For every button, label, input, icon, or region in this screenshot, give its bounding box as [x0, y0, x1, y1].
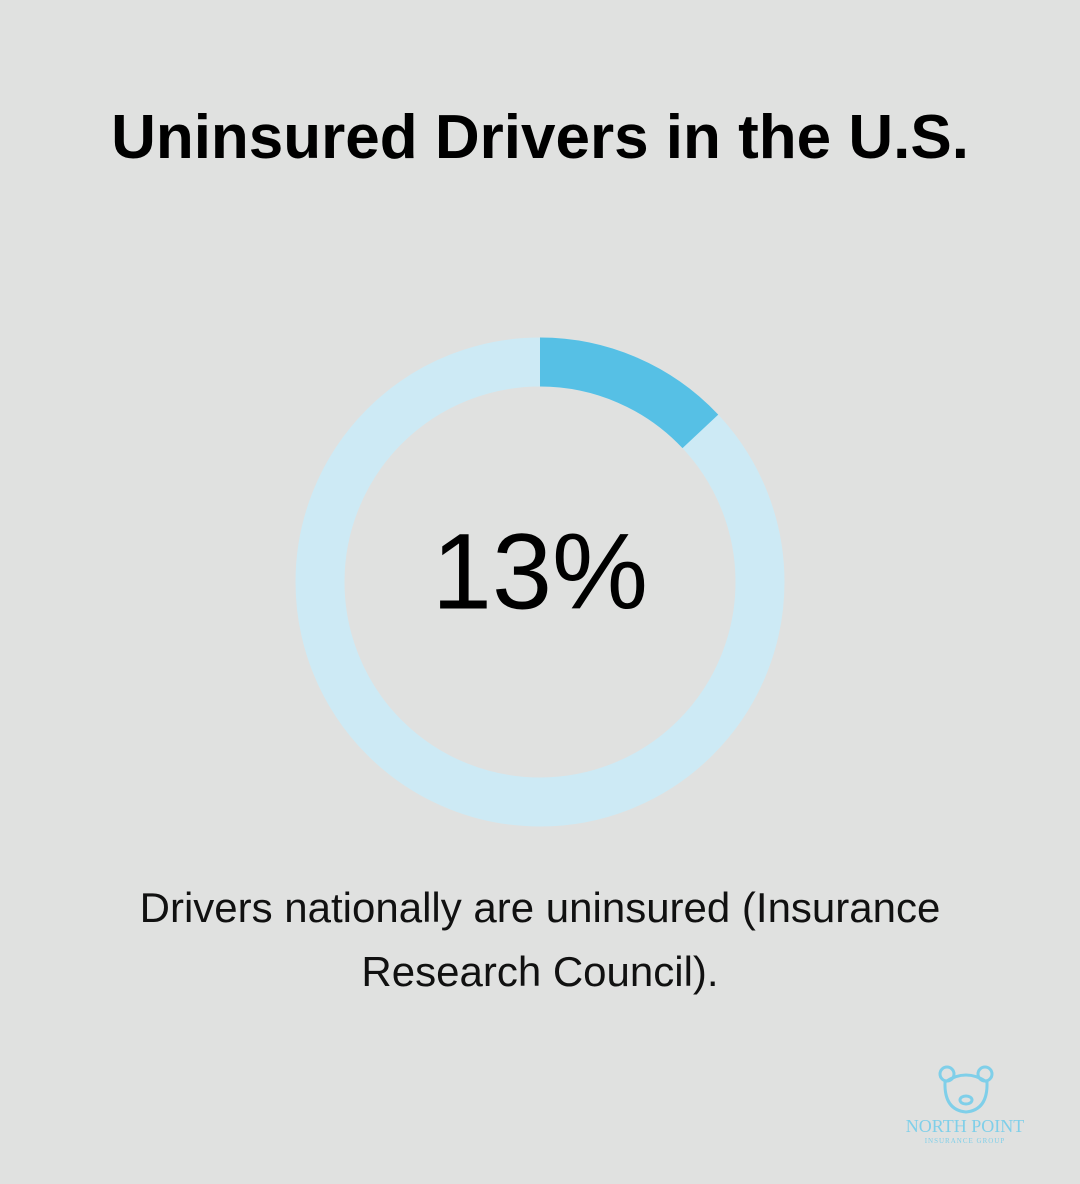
- center-value-label: 13%: [432, 511, 648, 632]
- caption: Drivers nationally are uninsured (Insura…: [139, 884, 941, 995]
- chart-title: Uninsured Drivers in the U.S.: [111, 103, 969, 172]
- logo-name: NORTH POINT: [905, 1116, 1025, 1136]
- donut-segment: [539, 337, 719, 449]
- logo-icon: [938, 1065, 994, 1114]
- logo-tagline: INSURANCE GROUP: [924, 1137, 1006, 1145]
